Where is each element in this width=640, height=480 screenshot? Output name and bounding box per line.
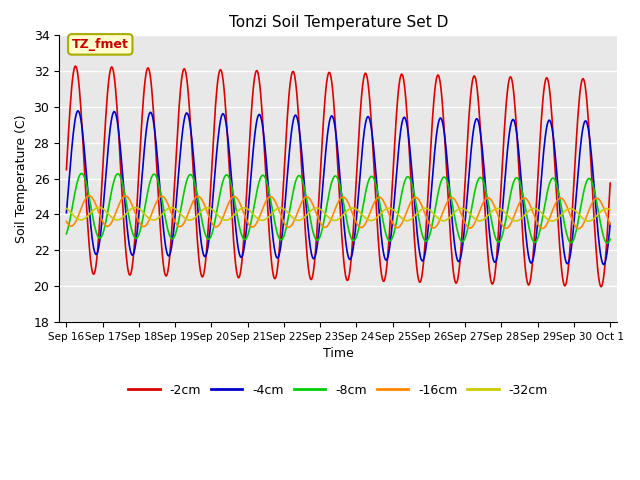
- Title: Tonzi Soil Temperature Set D: Tonzi Soil Temperature Set D: [228, 15, 448, 30]
- Y-axis label: Soil Temperature (C): Soil Temperature (C): [15, 114, 28, 243]
- Legend: -2cm, -4cm, -8cm, -16cm, -32cm: -2cm, -4cm, -8cm, -16cm, -32cm: [124, 379, 553, 402]
- Text: TZ_fmet: TZ_fmet: [72, 38, 129, 51]
- X-axis label: Time: Time: [323, 347, 354, 360]
